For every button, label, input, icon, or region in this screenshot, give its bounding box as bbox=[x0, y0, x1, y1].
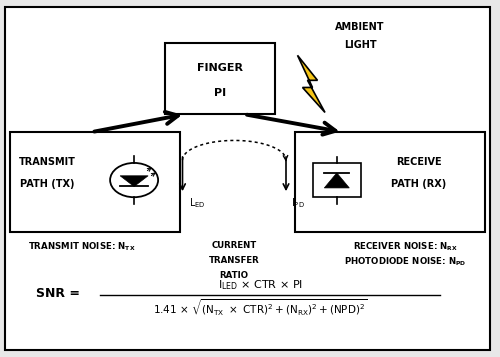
Text: TRANSFER: TRANSFER bbox=[209, 256, 260, 265]
Polygon shape bbox=[120, 176, 148, 186]
Bar bbox=[313, 163, 361, 197]
Text: PATH (TX): PATH (TX) bbox=[20, 179, 75, 189]
Text: RATIO: RATIO bbox=[220, 271, 249, 280]
Polygon shape bbox=[298, 55, 325, 112]
Text: TRANSMIT NOISE: N$_{\mathregular{TX}}$: TRANSMIT NOISE: N$_{\mathregular{TX}}$ bbox=[28, 241, 135, 253]
Bar bbox=[295, 132, 485, 232]
Text: I$_{\mathregular{LED}}$ $\times$ CTR $\times$ PI: I$_{\mathregular{LED}}$ $\times$ CTR $\t… bbox=[218, 278, 302, 292]
Text: TRANSMIT: TRANSMIT bbox=[19, 157, 76, 167]
Text: LIGHT: LIGHT bbox=[344, 40, 376, 50]
Text: RECEIVER NOISE: N$_{\mathregular{RX}}$: RECEIVER NOISE: N$_{\mathregular{RX}}$ bbox=[352, 241, 458, 253]
Text: RECEIVE: RECEIVE bbox=[396, 157, 442, 167]
Text: CURRENT: CURRENT bbox=[212, 241, 257, 250]
Text: 1.41 $\times$ $\sqrt{(\mathregular{N_{TX}\ \times\ CTR})^2 + (\mathregular{N_{RX: 1.41 $\times$ $\sqrt{(\mathregular{N_{TX… bbox=[152, 297, 368, 317]
Text: PATH (RX): PATH (RX) bbox=[391, 179, 446, 189]
Bar bbox=[165, 43, 275, 114]
Bar bbox=[10, 132, 180, 232]
Text: FINGER: FINGER bbox=[197, 63, 243, 73]
Text: I$_{\mathregular{PD}}$: I$_{\mathregular{PD}}$ bbox=[291, 196, 305, 210]
Text: PI: PI bbox=[214, 88, 226, 98]
Text: AMBIENT: AMBIENT bbox=[335, 22, 385, 32]
Text: SNR =: SNR = bbox=[36, 287, 80, 300]
Polygon shape bbox=[324, 173, 349, 188]
Text: L$_{\mathregular{ED}}$: L$_{\mathregular{ED}}$ bbox=[188, 196, 205, 210]
Text: PHOTODIODE NOISE: N$_{\mathregular{PD}}$: PHOTODIODE NOISE: N$_{\mathregular{PD}}$ bbox=[344, 256, 467, 268]
